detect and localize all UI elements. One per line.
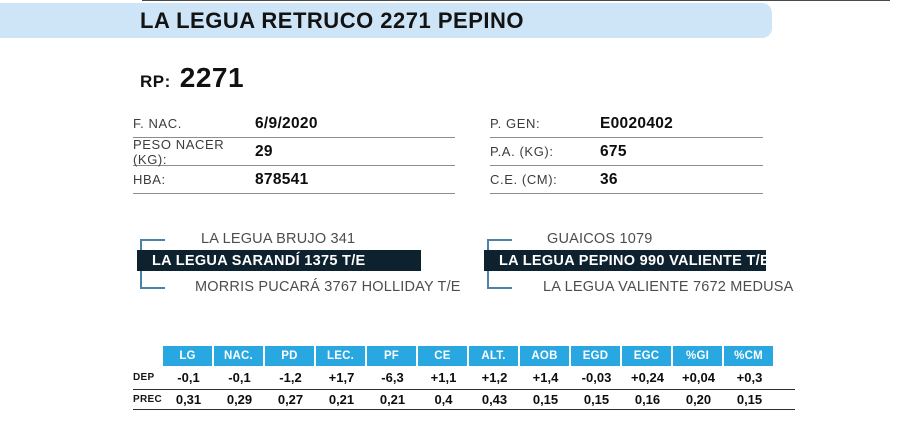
dep-value-cell: -0,03 [581,370,612,385]
dep-value-cell: 0,27 [277,392,304,407]
dep-value-cell: 0,4 [434,392,453,407]
dep-table-row: PREC 0,31 0,29 0,27 0,21 0,21 0,4 0,43 0,15 0,15 0… [133,390,795,410]
info-table-left: F. NAC. 6/9/2020 PESO NACER (KG): 29 HBA: 878… [133,110,455,194]
dep-value-cell: 0,43 [481,392,508,407]
info-row: C.E. (CM): 36 [490,166,763,194]
dep-column-header: LG [163,346,212,366]
dep-value-cell: -1,2 [279,370,302,385]
info-value: 675 [600,142,627,160]
info-value: E0020402 [600,114,674,132]
dep-value-cell: +0,3 [736,370,763,385]
dep-column-header: CE [418,346,467,366]
animal-name: LA LEGUA PEPINO 990 VALIENTE T/E [499,252,770,269]
dep-column-header: PF [367,346,416,366]
info-label: HBA: [133,172,166,187]
pedigree-right: GUAICOS 1079 LA LEGUA PEPINO 990 VALIENT… [484,228,793,300]
sire-name: LA LEGUA BRUJO 341 [201,231,356,247]
dep-value-cell: +1,1 [430,370,457,385]
info-row: PESO NACER (KG): 29 [133,136,455,167]
dep-column-header: LEC. [316,346,365,366]
dep-value-cell: 0,15 [736,392,763,407]
rp-row: RP: 2271 [140,62,244,94]
info-label: P. GEN: [490,116,541,131]
dep-table: LG NAC. PD LEC. PF CE ALT. AOB EGD EGC %GI %CM DEP -… [133,346,795,410]
rp-value: 2271 [179,62,245,93]
dep-column-header: EGD [571,346,620,366]
info-row: P. GEN: E0020402 [490,110,763,138]
dep-column-header: AOB [520,346,569,366]
info-label: F. NAC. [133,116,182,131]
dep-column-header: PD [265,346,314,366]
dep-value-cell: -6,3 [381,370,404,385]
page-top-rule [142,0,890,1]
dep-column-header: ALT. [469,346,518,366]
dep-value-cell: +1,2 [481,370,508,385]
animal-name-bar: LA LEGUA PEPINO 990 VALIENTE T/E [484,250,770,271]
rp-label: RP: [140,72,171,91]
dep-value-cell: 0,21 [328,392,355,407]
info-value: 6/9/2020 [255,114,318,132]
dep-value-cell: 0,16 [634,392,661,407]
info-value: 878541 [255,170,309,188]
dep-value-cell: 0,15 [532,392,559,407]
info-label: PESO NACER (KG): [133,136,225,167]
dep-row-label: PREC [133,394,162,405]
dep-value-cell: 0,15 [583,392,610,407]
info-row: F. NAC. 6/9/2020 [133,110,455,138]
info-label: C.E. (CM): [490,172,558,187]
dep-column-header: EGC [622,346,671,366]
dep-table-row: DEP -0,1 -0,1 -1,2 +1,7 -6,3 +1,1 +1,2 +1,4 -0,03… [133,366,795,390]
dep-column-header: %CM [724,346,773,366]
dep-column-header: NAC. [214,346,263,366]
dep-value-cell: +1,4 [532,370,559,385]
dep-value-cell: +1,7 [328,370,355,385]
animal-name: LA LEGUA SARANDÍ 1375 T/E [152,252,366,269]
info-table-right: P. GEN: E0020402 P.A. (KG): 675 C.E. (CM): 36 [490,110,763,194]
dep-row-label: DEP [133,372,155,383]
dep-value-cell: 0,21 [379,392,406,407]
page-title: LA LEGUA RETRUCO 2271 PEPINO [140,8,524,33]
info-row: HBA: 878541 [133,166,455,194]
info-value: 36 [600,170,618,188]
dep-value-cell: 0,20 [685,392,712,407]
dep-value-cell: +0,24 [631,370,664,385]
dep-table-header: LG NAC. PD LEC. PF CE ALT. AOB EGD EGC %GI %CM [163,346,795,366]
dam-name: MORRIS PUCARÁ 3767 HOLLIDAY T/E [195,279,461,295]
dam-name: LA LEGUA VALIENTE 7672 MEDUSA [543,279,794,295]
dep-value-cell: 0,31 [175,392,202,407]
info-label: P.A. (KG): [490,144,554,159]
title-band: LA LEGUA RETRUCO 2271 PEPINO [0,3,772,38]
dep-value-cell: +0,04 [682,370,715,385]
animal-name-bar: LA LEGUA SARANDÍ 1375 T/E [137,250,421,271]
info-value: 29 [255,142,273,160]
dep-value-cell: -0,1 [228,370,251,385]
dep-value-cell: -0,1 [177,370,200,385]
dep-value-cell: 0,29 [226,392,253,407]
sire-name: GUAICOS 1079 [547,231,653,247]
pedigree-left: LA LEGUA BRUJO 341 LA LEGUA SARANDÍ 1375… [137,228,460,300]
info-row: P.A. (KG): 675 [490,138,763,166]
dep-column-header: %GI [673,346,722,366]
